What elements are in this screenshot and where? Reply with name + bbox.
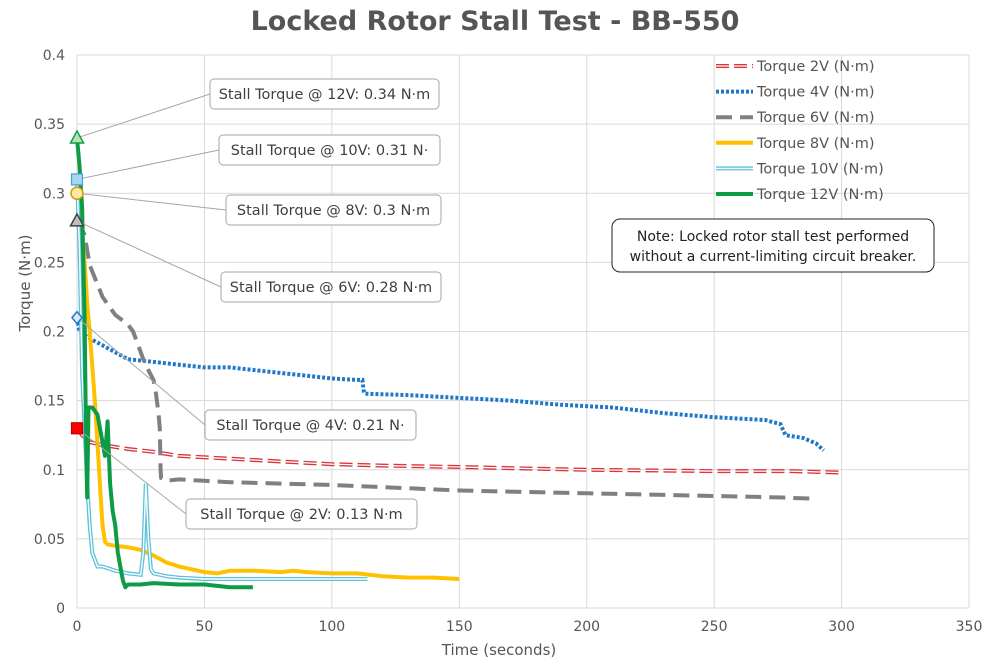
callout-box — [220, 271, 442, 303]
series-line-torque-12v — [75, 137, 253, 590]
y-axis-title: Torque (N·m) — [16, 234, 34, 332]
x-tick-label: 200 — [573, 619, 600, 635]
y-tick-label: 0.25 — [34, 255, 65, 271]
callout-leader — [76, 93, 211, 139]
stall-marker-torque-12v — [69, 129, 85, 144]
legend-label: Torque 12V (N·m) — [756, 187, 884, 203]
legend-label: Torque 2V (N·m) — [756, 59, 875, 75]
y-tick-label: 0 — [56, 601, 65, 617]
legend-item-torque-10v: Torque 10V (N·m) — [716, 161, 884, 177]
legend-label: Torque 10V (N·m) — [756, 161, 884, 177]
y-tick-label: 0.15 — [34, 394, 65, 410]
stall-marker-torque-10v — [70, 173, 84, 186]
callout-label: Stall Torque @ 6V: 0.28 N·m — [230, 280, 432, 296]
legend-label: Torque 6V (N·m) — [756, 110, 875, 126]
series-line-torque-4v — [75, 317, 826, 452]
callout-label: Stall Torque @ 8V: 0.3 N·m — [237, 203, 430, 219]
callout-label: Stall Torque @ 4V: 0.21 N· — [216, 418, 404, 434]
legend: Torque 2V (N·m) Torque 4V (N·m) Torque 6V … — [716, 59, 884, 203]
x-axis-title: Time (seconds) — [441, 641, 557, 659]
series-line-torque-8v — [75, 192, 460, 581]
stall-marker-torque-6v — [69, 212, 85, 227]
legend-item-torque-12v: Torque 12V (N·m) — [716, 187, 884, 203]
callout-box — [218, 134, 441, 166]
callout-leader — [76, 192, 227, 211]
legend-item-torque-2v: Torque 2V (N·m) — [716, 59, 875, 75]
callout-leader — [76, 317, 206, 426]
axes: 0 50 100 150 200 250 300 350 0 0.05 0.1 0.15 0.2 0.25… — [34, 48, 983, 635]
y-tick-label: 0.05 — [34, 532, 65, 548]
x-tick-label: 150 — [446, 619, 473, 635]
callout-leader — [76, 220, 222, 288]
x-tick-label: 100 — [318, 619, 345, 635]
callout-box — [185, 498, 418, 530]
series-torque-8v — [75, 192, 460, 581]
stall-marker-torque-8v — [70, 186, 84, 200]
legend-label: Torque 8V (N·m) — [756, 136, 875, 152]
callout-leader — [76, 149, 220, 180]
legend-item-torque-4v: Torque 4V (N·m) — [716, 85, 875, 101]
series-torque-4v — [75, 317, 826, 452]
series-torque-12v — [75, 137, 253, 590]
callout-layer: Stall Torque @ 12V: 0.34 N·m Stall Torque… — [69, 78, 442, 530]
y-tick-label: 0.35 — [34, 117, 65, 133]
legend-item-torque-8v: Torque 8V (N·m) — [716, 136, 875, 152]
callout-label: Stall Torque @ 2V: 0.13 N·m — [200, 507, 402, 523]
note-text-line-2: without a current-limiting circuit break… — [630, 249, 917, 265]
y-tick-label: 0.2 — [43, 325, 65, 341]
callout-label: Stall Torque @ 10V: 0.31 N· — [231, 143, 428, 159]
series-torque-2v — [75, 427, 840, 475]
legend-label: Torque 4V (N·m) — [756, 85, 875, 101]
chart-title: Locked Rotor Stall Test - BB-550 — [251, 6, 740, 37]
x-tick-label: 50 — [196, 619, 214, 635]
legend-item-torque-6v: Torque 6V (N·m) — [716, 110, 875, 126]
stall-marker-torque-4v — [71, 310, 83, 325]
series-line-torque-2v — [75, 427, 840, 475]
callout-label: Stall Torque @ 12V: 0.34 N·m — [219, 87, 431, 103]
series-line-torque-6v — [75, 219, 817, 501]
note-box: Note: Locked rotor stall test performed … — [611, 218, 935, 273]
callout-box — [225, 194, 442, 226]
series-torque-6v — [75, 219, 817, 501]
stall-marker-torque-2v — [70, 422, 84, 435]
x-tick-label: 0 — [73, 619, 82, 635]
y-tick-label: 0.1 — [43, 463, 65, 479]
note-frame — [611, 218, 935, 273]
y-tick-label: 0.3 — [43, 186, 65, 202]
note-text-line-1: Note: Locked rotor stall test performed — [637, 229, 909, 245]
callout-box — [209, 78, 440, 110]
y-tick-label: 0.4 — [43, 48, 65, 64]
callout-box — [204, 409, 417, 441]
x-tick-label: 350 — [956, 619, 983, 635]
callout-leader — [76, 427, 187, 515]
x-tick-label: 250 — [701, 619, 728, 635]
x-tick-label: 300 — [828, 619, 855, 635]
